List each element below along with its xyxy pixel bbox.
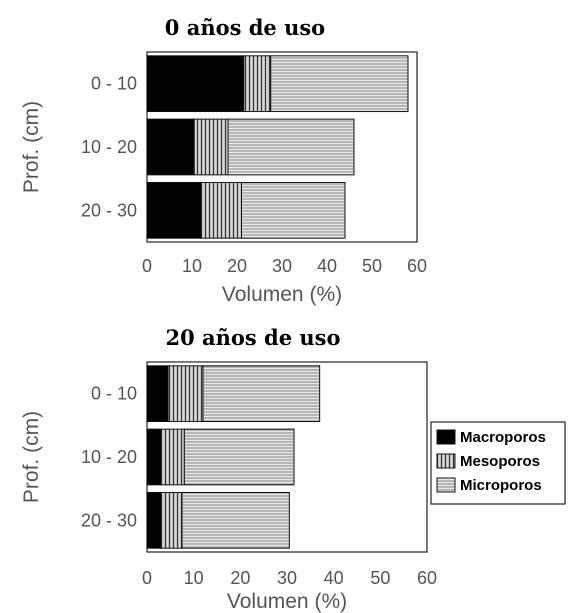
x-tick-label: 40 (324, 568, 344, 588)
x-tick-label: 10 (182, 256, 202, 276)
x-tick-label: 20 (227, 256, 247, 276)
bar-microporos-3 (181, 491, 290, 549)
legend-swatch-mesoporos (436, 453, 456, 469)
y-tick-label: 20 - 30 (81, 510, 137, 530)
bar-macroporos-2 (146, 428, 162, 486)
legend-label-microporos: Microporos (460, 477, 542, 494)
bar-macroporos-2 (146, 118, 195, 176)
y-axis-label: Prof. (cm) (20, 411, 43, 503)
bar-mesoporos-3 (200, 181, 242, 239)
y-tick-label: 10 - 20 (81, 137, 137, 157)
bar-microporos-2 (227, 118, 355, 176)
legend-label-mesoporos: Mesoporos (460, 453, 540, 470)
x-tick-label: 50 (370, 568, 390, 588)
chart-title: 20 años de uso (165, 325, 340, 350)
bar-mesoporos-2 (193, 118, 229, 176)
bar-mesoporos-1 (243, 55, 272, 113)
x-tick-label: 60 (417, 568, 437, 588)
bar-microporos-1 (270, 55, 409, 113)
y-axis-label: Prof. (cm) (20, 101, 43, 193)
x-tick-label: 60 (407, 256, 427, 276)
x-tick-label: 50 (362, 256, 382, 276)
y-tick-label: 10 - 20 (81, 447, 137, 467)
chart-0-years: 0 años de uso 0 10 20 30 40 50 60 0 - 10 10 - 2… (20, 15, 427, 306)
x-tick-label: 30 (272, 256, 292, 276)
legend-swatch-macroporos (436, 429, 456, 445)
y-tick-label: 0 - 10 (91, 384, 137, 404)
x-tick-label: 30 (277, 568, 297, 588)
x-tick-label: 20 (230, 568, 250, 588)
x-axis-label: Volumen (%) (227, 590, 347, 613)
legend: Macroporos Mesoporos Microporos (430, 421, 566, 505)
x-tick-label: 40 (317, 256, 337, 276)
bar-mesoporos-1 (167, 365, 204, 423)
y-tick-label: 20 - 30 (81, 200, 137, 220)
bar-macroporos-1 (146, 365, 169, 423)
x-tick-label: 10 (184, 568, 204, 588)
bar-macroporos-3 (146, 181, 202, 239)
bar-microporos-1 (202, 365, 321, 423)
y-tick-label: 0 - 10 (91, 74, 137, 94)
bar-macroporos-3 (146, 491, 162, 549)
legend-swatch-microporos (436, 477, 456, 493)
bar-microporos-3 (241, 181, 346, 239)
x-tick-label: 0 (142, 256, 152, 276)
bar-microporos-2 (183, 428, 295, 486)
x-tick-label: 0 (142, 568, 152, 588)
bar-macroporos-1 (146, 55, 245, 113)
x-axis-label: Volumen (%) (222, 283, 342, 306)
bar-mesoporos-3 (160, 491, 183, 549)
legend-label-macroporos: Macroporos (460, 429, 546, 446)
bar-mesoporos-2 (160, 428, 185, 486)
chart-20-years: 20 años de uso 0 10 20 30 40 50 60 0 - 10 10 - … (20, 325, 437, 613)
chart-title: 0 años de uso (165, 15, 325, 40)
